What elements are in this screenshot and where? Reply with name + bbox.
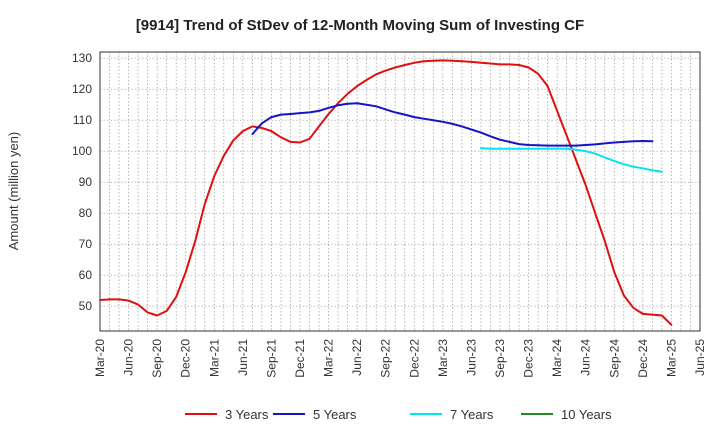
y-tick-label: 90: [79, 175, 93, 189]
legend-label: 5 Years: [313, 407, 357, 422]
x-tick-label: Mar-21: [207, 339, 221, 377]
x-tick-label: Mar-22: [322, 339, 336, 377]
y-tick-label: 120: [72, 82, 92, 96]
y-tick-label: 80: [79, 206, 93, 220]
y-tick-label: 60: [79, 268, 93, 282]
y-tick-label: 70: [79, 237, 93, 251]
series-line-3-years: [99, 59, 673, 326]
legend-label: 3 Years: [225, 407, 269, 422]
x-tick-label: Dec-22: [407, 339, 421, 378]
x-tick-label: Sep-24: [607, 339, 621, 378]
y-tick-label: 110: [73, 113, 92, 127]
x-tick-label: Dec-20: [179, 339, 193, 378]
y-tick-label: 100: [72, 144, 92, 158]
x-tick-label: Mar-23: [436, 339, 450, 377]
x-tick-label: Sep-22: [379, 339, 393, 378]
series-line-5-years: [251, 102, 654, 147]
series-layer: [99, 59, 673, 326]
x-tick-label: Mar-24: [550, 339, 564, 377]
x-tick-label: Jun-21: [236, 339, 250, 376]
x-tick-label: Dec-23: [522, 339, 536, 378]
series-line-7-years: [480, 147, 663, 173]
x-tick-label: Jun-25: [693, 339, 707, 376]
x-tick-label: Dec-21: [293, 339, 307, 378]
x-tick-label: Jun-23: [464, 339, 478, 376]
y-tick-label: 50: [79, 299, 93, 313]
legend-label: 7 Years: [450, 407, 494, 422]
x-tick-label: Jun-22: [350, 339, 364, 376]
legend-label: 10 Years: [561, 407, 612, 422]
x-tick-label: Sep-21: [264, 339, 278, 378]
x-tick-label: Sep-23: [493, 339, 507, 378]
x-tick-label: Mar-20: [93, 339, 107, 377]
x-tick-label: Jun-20: [122, 339, 136, 376]
y-ticks: 50 60 70 80 90 100 110 120 130: [72, 51, 92, 313]
x-tick-label: Dec-24: [636, 339, 650, 378]
plot-frame: [99, 51, 701, 332]
legend: 3 Years 5 Years 7 Years 10 Years: [185, 407, 612, 422]
y-tick-label: 130: [72, 51, 92, 65]
grid: [99, 52, 701, 331]
x-ticks: Mar-20 Jun-20 Sep-20 Dec-20 Mar-21 Jun-21 Sep-…: [93, 339, 707, 378]
x-tick-label: Sep-20: [150, 339, 164, 378]
x-tick-label: Mar-25: [664, 339, 678, 377]
y-axis-label: Amount (million yen): [6, 132, 21, 251]
x-tick-label: Jun-24: [579, 339, 593, 376]
chart-title: [9914] Trend of StDev of 12-Month Moving…: [136, 17, 584, 34]
